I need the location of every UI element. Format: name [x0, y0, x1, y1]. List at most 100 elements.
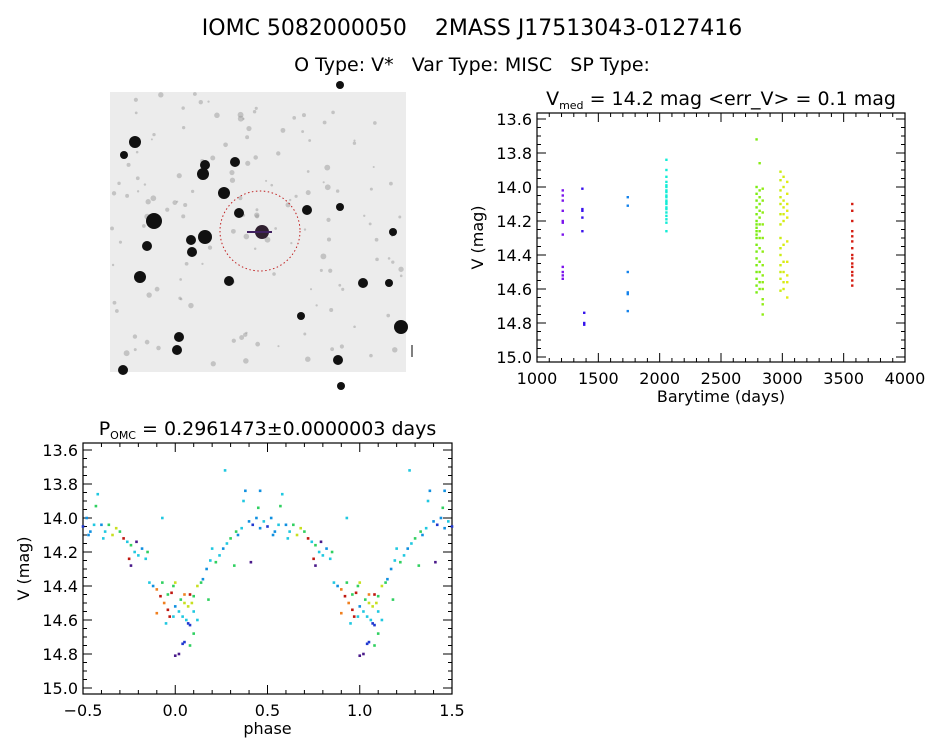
data-point [419, 530, 422, 533]
lightcurve-ytick-label: 14.0 [496, 178, 532, 197]
lightcurve-xtick-label: 4000 [885, 369, 926, 388]
data-point [782, 260, 785, 263]
data-point [177, 610, 181, 613]
data-point [166, 608, 170, 612]
data-point [755, 192, 758, 195]
data-point [435, 523, 439, 527]
data-point [118, 530, 122, 533]
data-point [159, 594, 162, 598]
faint-star [245, 160, 251, 166]
lightcurve-chart-title: Vmed = 14.2 mag <err_V> = 0.1 mag [546, 88, 896, 112]
data-point [851, 262, 854, 265]
data-point [343, 594, 347, 598]
faint-star [184, 261, 189, 266]
faint-star [368, 222, 372, 226]
data-point [127, 557, 131, 561]
faint-star [270, 183, 274, 187]
data-point [125, 540, 129, 544]
faint-star [135, 150, 139, 154]
data-point [210, 547, 214, 550]
phase-ytick-label: 14.6 [42, 611, 78, 630]
data-point [439, 516, 443, 520]
data-point [761, 303, 764, 306]
data-point [325, 547, 328, 550]
data-point [561, 199, 564, 202]
data-point [779, 236, 782, 240]
faint-star [210, 361, 216, 367]
data-point [665, 214, 668, 218]
data-point [626, 270, 629, 274]
faint-star [253, 247, 257, 251]
data-point [232, 564, 236, 567]
data-point [450, 525, 454, 528]
star [224, 276, 234, 286]
data-point [665, 189, 668, 192]
data-point [761, 281, 764, 284]
data-point [389, 567, 393, 571]
data-point [761, 211, 764, 214]
data-point [273, 530, 277, 533]
faint-star [150, 138, 153, 141]
data-point [225, 542, 229, 545]
faint-star [322, 181, 325, 184]
faint-star [229, 177, 236, 183]
data-point [758, 270, 761, 274]
data-point [207, 598, 210, 601]
faint-star [309, 288, 313, 291]
phase-x-axis-label: phase [243, 719, 291, 738]
data-point [173, 581, 177, 584]
data-point [81, 525, 85, 528]
data-point [665, 202, 668, 206]
data-point [363, 598, 367, 601]
data-point [665, 230, 668, 233]
data-point [779, 189, 782, 192]
phase-xtick-label: −0.5 [64, 701, 103, 720]
faint-star [292, 116, 297, 120]
data-point [779, 277, 782, 280]
data-point [367, 593, 371, 596]
faint-star [353, 325, 356, 329]
data-point [393, 559, 397, 562]
data-point [758, 209, 761, 212]
data-point [262, 520, 266, 523]
data-point [196, 584, 199, 588]
faint-star [301, 113, 306, 118]
faint-star [319, 268, 323, 272]
data-point [137, 554, 140, 557]
lightcurve-xtick-label: 1500 [578, 369, 619, 388]
data-point [779, 179, 782, 182]
star [389, 228, 397, 236]
data-point [665, 194, 668, 197]
faint-star [176, 173, 182, 179]
data-point [101, 537, 105, 540]
data-point [779, 264, 782, 267]
data-point [87, 533, 90, 537]
faint-star [369, 353, 373, 358]
faint-star [117, 181, 121, 186]
data-point [782, 243, 785, 246]
data-point [188, 623, 192, 627]
data-point [321, 554, 325, 557]
faint-star [324, 164, 331, 171]
faint-star [303, 228, 307, 231]
faint-star [305, 356, 311, 362]
faint-star [111, 263, 115, 267]
data-point [406, 547, 410, 550]
faint-star [115, 309, 119, 313]
data-point [340, 588, 343, 591]
data-point [375, 601, 378, 605]
data-point [314, 564, 317, 567]
data-point [328, 557, 332, 561]
data-point [199, 581, 203, 584]
data-point [758, 281, 761, 284]
data-point [413, 537, 417, 540]
data-point [391, 598, 395, 601]
faint-star [135, 176, 140, 181]
faint-star [398, 266, 404, 272]
faint-star [326, 237, 332, 242]
phase-plot-frame [82, 442, 453, 695]
data-point [85, 516, 88, 520]
data-point [851, 202, 854, 206]
faint-star [264, 236, 271, 243]
